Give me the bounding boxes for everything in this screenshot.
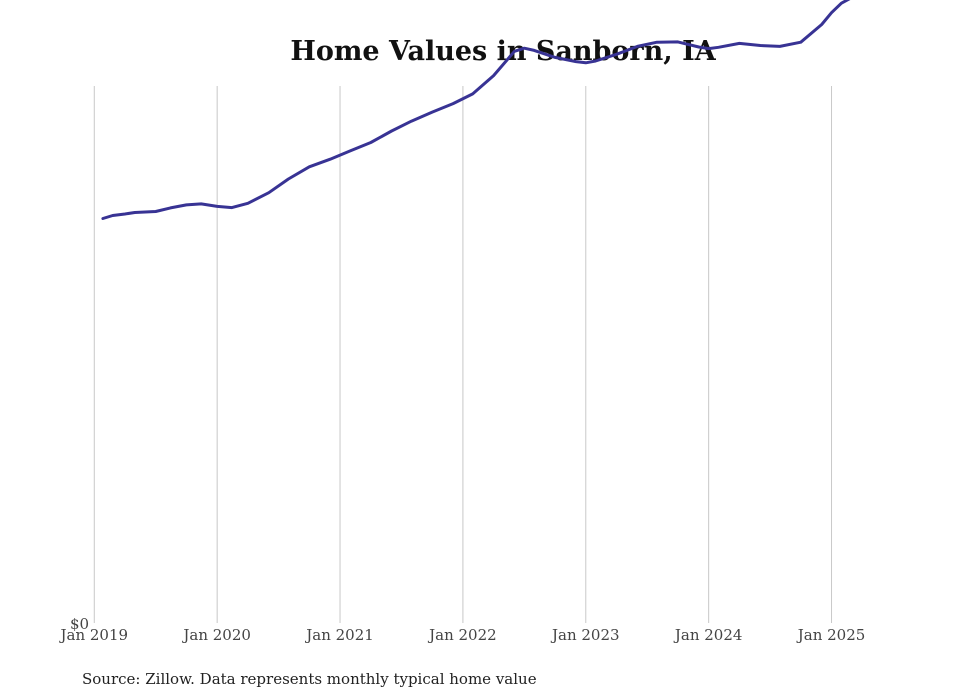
y-tick-label-zero: $0 <box>70 615 89 633</box>
x-tick-label: Jan 2025 <box>796 626 866 644</box>
x-tick-label: Jan 2024 <box>673 626 743 644</box>
x-tick-label: Jan 2021 <box>304 626 374 644</box>
series-layer: $189,042 <box>101 0 851 220</box>
x-tick-label: Jan 2020 <box>181 626 251 644</box>
x-tick-label: Jan 2022 <box>427 626 497 644</box>
x-axis-ticks: Jan 2019 Jan 2020 Jan 2021 Jan 2022 Jan 2023… <box>59 626 866 644</box>
x-tick-label: Jan 2019 <box>59 626 129 644</box>
x-tick-label: Jan 2023 <box>550 626 620 644</box>
gridlines <box>93 86 833 623</box>
source-note: Source: Zillow. Data represents monthly … <box>82 670 537 688</box>
series-line-0 <box>101 0 851 220</box>
